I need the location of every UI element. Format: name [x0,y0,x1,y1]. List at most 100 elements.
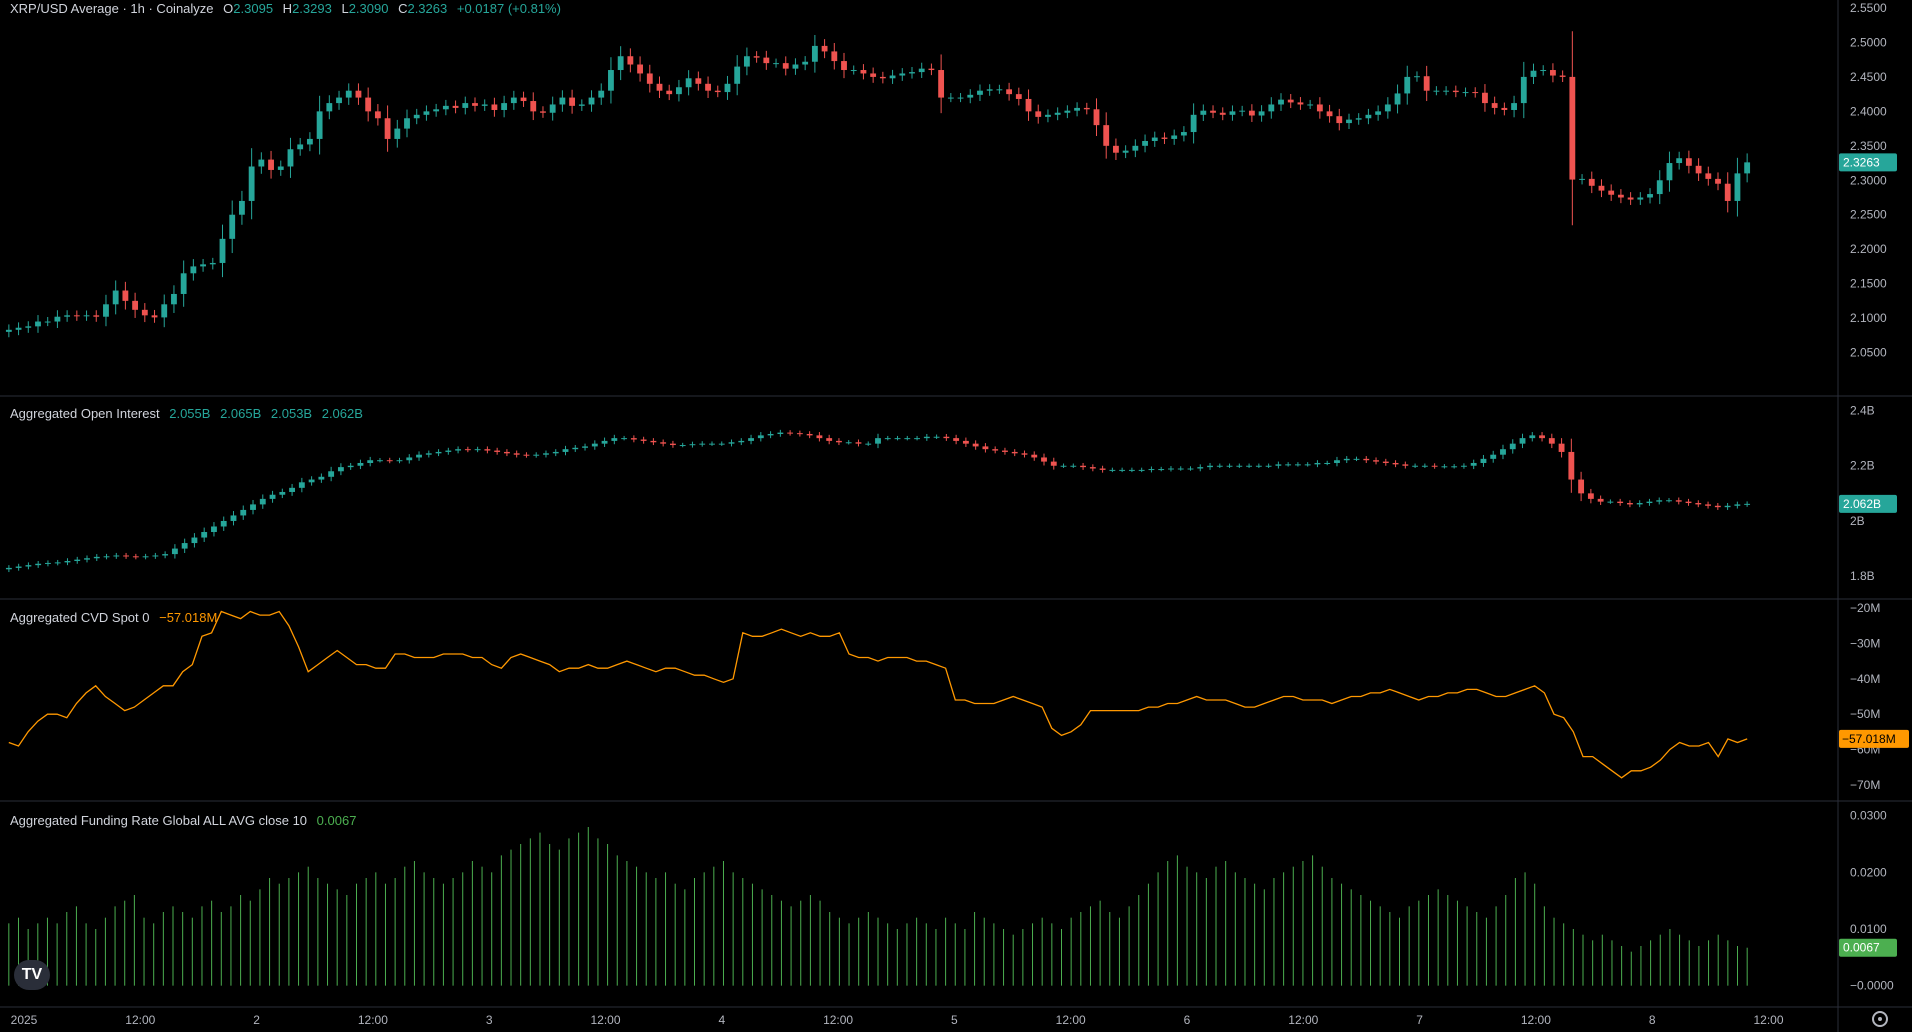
oi-candle [357,462,364,466]
price-candle [598,90,605,98]
y-tick-label: 2.2500 [1850,208,1887,222]
cvd-title: Aggregated CVD Spot 0 [10,610,150,625]
oi-candle [1119,469,1126,471]
price-candle [850,70,857,72]
oi-candle [1002,450,1008,452]
oi-candle [181,543,188,549]
oi-candle [250,504,256,510]
oi-candle [699,443,706,445]
price-candle [316,111,323,139]
oi-candle [1470,462,1477,466]
oi-candle [279,491,286,495]
price-candle [1297,102,1304,105]
oi-candle [1617,501,1624,504]
price-candle [1074,107,1080,111]
price-candle [705,83,711,91]
x-tick-label: 12:00 [358,1013,388,1027]
oi-candle [1421,465,1428,467]
price-candle [229,214,236,239]
oi-candle [15,566,22,568]
oi-candle [298,482,305,488]
oi-candle [1509,443,1516,450]
oi-candle [1197,467,1204,469]
price-candle [297,144,304,150]
price-candle [491,104,498,110]
price-candle [1278,99,1284,105]
oi-candle [230,515,237,521]
price-candle [957,97,964,99]
oi-candle [74,559,81,562]
price-candle [1113,145,1119,153]
x-tick-label: 8 [1649,1013,1656,1027]
price-candle [1054,112,1061,115]
oi-candle [709,443,715,445]
oi-candle [1226,465,1233,467]
price-change: +0.0187 (+0.81%) [456,1,561,16]
oi-candle [1236,465,1243,467]
oi-candle [64,561,71,563]
price-candle [1744,162,1751,174]
oi-candle [1705,504,1711,506]
price-candle [656,83,663,91]
price-candle [326,103,333,112]
price-candle [1559,75,1566,77]
cvd-series-line [8,610,1748,779]
oi-pane-header: Aggregated Open Interest 2.055B 2.065B 2… [10,406,369,421]
price-candle [889,75,896,79]
oi-candle [787,432,794,434]
oi-candle [777,432,784,434]
price-candle [802,61,809,65]
y-tick-label: 2.5500 [1850,1,1887,15]
oi-candle [445,450,452,452]
oi-candle [1685,501,1692,504]
price-candle [637,64,643,74]
oi-candle [1216,465,1223,467]
price-candle [1520,76,1527,104]
price-candle [472,103,478,106]
price-candle [792,64,799,69]
oi-candle [1109,469,1116,471]
oi-candle [601,440,608,444]
oi-close: 2.062B [321,406,363,421]
oi-candle [113,555,120,557]
oi-candle [474,449,481,451]
price-candle [209,262,216,265]
oi-candle [1255,465,1262,467]
price-candle [1608,190,1615,195]
funding-last-value-bg [1839,938,1897,957]
oi-candle [1695,503,1702,505]
price-candle [1035,111,1042,117]
price-candle [841,61,847,71]
price-candle [540,111,546,113]
price-candle [1685,158,1692,166]
oi-candle [1041,457,1047,462]
oi-candle [1734,504,1741,506]
tradingview-logo-icon[interactable]: TV [14,960,50,990]
funding-title: Aggregated Funding Rate Global ALL AVG c… [10,813,308,828]
oi-candle [836,440,842,443]
price-candle [219,238,226,263]
x-tick-label: 2 [253,1013,260,1027]
price-candle [1384,104,1391,112]
oi-candle [289,487,296,492]
oi-candle [640,439,647,441]
price-candle [549,104,556,113]
price-candle [1093,109,1100,126]
gear-icon[interactable] [1872,1011,1888,1027]
price-candle [879,76,886,79]
price-candle [782,63,789,69]
price-candle [520,97,527,102]
oi-candle [1460,465,1467,467]
oi-candle [162,554,169,556]
price-candle [161,304,168,318]
price-candle [1248,110,1255,116]
price-candle [530,101,537,112]
price-candle [996,89,1003,91]
oi-candle [562,449,569,452]
cvd-pane-header: Aggregated CVD Spot 0 −57.018M [10,610,223,625]
oi-candle [523,454,530,456]
oi-candle [142,556,149,558]
y-tick-label: 2.3000 [1850,173,1887,187]
oi-candle [904,438,911,440]
